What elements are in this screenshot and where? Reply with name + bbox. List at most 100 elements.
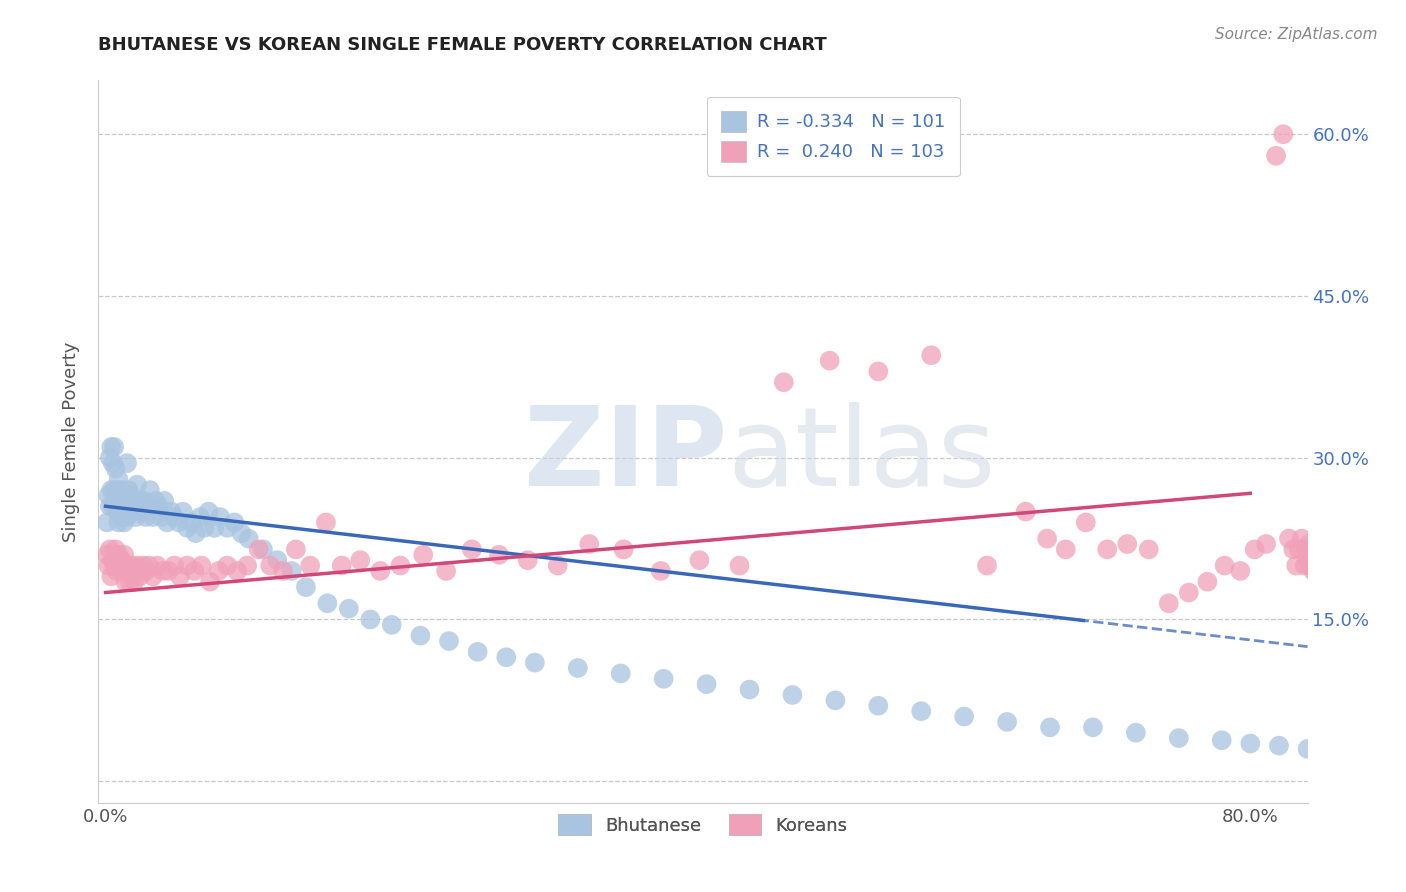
Point xyxy=(1081,720,1104,734)
Point xyxy=(209,510,232,524)
Point xyxy=(96,548,118,562)
Point xyxy=(1015,505,1038,519)
Point xyxy=(315,516,337,530)
Point xyxy=(1301,542,1323,557)
Y-axis label: Single Female Poverty: Single Female Poverty xyxy=(62,342,80,541)
Point xyxy=(1306,558,1329,573)
Point xyxy=(1125,725,1147,739)
Point xyxy=(122,493,145,508)
Point xyxy=(111,510,134,524)
Point xyxy=(152,564,174,578)
Point xyxy=(1310,744,1333,758)
Point xyxy=(1097,542,1119,557)
Point xyxy=(547,558,569,573)
Point xyxy=(117,505,139,519)
Point xyxy=(523,656,546,670)
Point xyxy=(295,580,318,594)
Point xyxy=(132,505,155,519)
Point xyxy=(1167,731,1189,745)
Point xyxy=(100,483,122,497)
Point xyxy=(284,542,307,557)
Point xyxy=(101,500,124,514)
Text: ZIP: ZIP xyxy=(524,402,727,509)
Point xyxy=(110,553,132,567)
Point xyxy=(96,516,118,530)
Point xyxy=(117,564,139,578)
Point xyxy=(1239,737,1261,751)
Point xyxy=(100,440,122,454)
Point xyxy=(103,440,125,454)
Text: Source: ZipAtlas.com: Source: ZipAtlas.com xyxy=(1215,27,1378,42)
Point xyxy=(920,348,942,362)
Point xyxy=(217,558,239,573)
Point xyxy=(121,505,143,519)
Point xyxy=(818,353,841,368)
Text: BHUTANESE VS KOREAN SINGLE FEMALE POVERTY CORRELATION CHART: BHUTANESE VS KOREAN SINGLE FEMALE POVERT… xyxy=(98,36,827,54)
Point xyxy=(101,553,124,567)
Point xyxy=(118,500,141,514)
Point xyxy=(169,569,191,583)
Point xyxy=(105,505,128,519)
Point xyxy=(103,558,125,573)
Point xyxy=(176,521,198,535)
Point xyxy=(146,558,169,573)
Point xyxy=(1254,537,1277,551)
Point xyxy=(135,564,157,578)
Point xyxy=(976,558,998,573)
Point xyxy=(1309,558,1331,573)
Text: atlas: atlas xyxy=(727,402,995,509)
Point xyxy=(111,564,134,578)
Point xyxy=(107,548,129,562)
Point xyxy=(167,516,190,530)
Point xyxy=(148,500,170,514)
Point xyxy=(127,500,149,514)
Point xyxy=(110,500,132,514)
Point xyxy=(131,500,153,514)
Point xyxy=(163,510,186,524)
Point xyxy=(112,548,135,562)
Point xyxy=(135,510,157,524)
Point xyxy=(142,569,165,583)
Point xyxy=(1036,532,1059,546)
Point xyxy=(98,542,121,557)
Point xyxy=(188,510,211,524)
Point xyxy=(280,564,302,578)
Point xyxy=(138,558,160,573)
Point xyxy=(98,450,121,465)
Point xyxy=(773,376,796,390)
Point xyxy=(197,505,219,519)
Point xyxy=(1302,564,1324,578)
Point xyxy=(125,477,148,491)
Point xyxy=(1312,548,1334,562)
Point xyxy=(1243,542,1265,557)
Point xyxy=(1074,516,1097,530)
Point xyxy=(1299,558,1322,573)
Point xyxy=(226,564,249,578)
Point xyxy=(1265,149,1288,163)
Point xyxy=(104,488,127,502)
Point xyxy=(180,516,202,530)
Point xyxy=(1137,542,1160,557)
Point xyxy=(101,456,124,470)
Point xyxy=(953,709,976,723)
Point xyxy=(184,526,207,541)
Point xyxy=(1295,542,1317,557)
Point xyxy=(259,558,281,573)
Point xyxy=(910,704,932,718)
Point xyxy=(107,472,129,486)
Point xyxy=(176,558,198,573)
Point xyxy=(129,493,152,508)
Point xyxy=(153,493,176,508)
Point xyxy=(110,483,132,497)
Point xyxy=(650,564,672,578)
Point xyxy=(1157,596,1180,610)
Point xyxy=(145,493,167,508)
Point xyxy=(160,505,183,519)
Point xyxy=(114,574,136,589)
Point xyxy=(1054,542,1077,557)
Point xyxy=(202,521,225,535)
Point xyxy=(139,483,162,497)
Point xyxy=(1296,553,1319,567)
Point xyxy=(1296,742,1319,756)
Point xyxy=(97,488,120,502)
